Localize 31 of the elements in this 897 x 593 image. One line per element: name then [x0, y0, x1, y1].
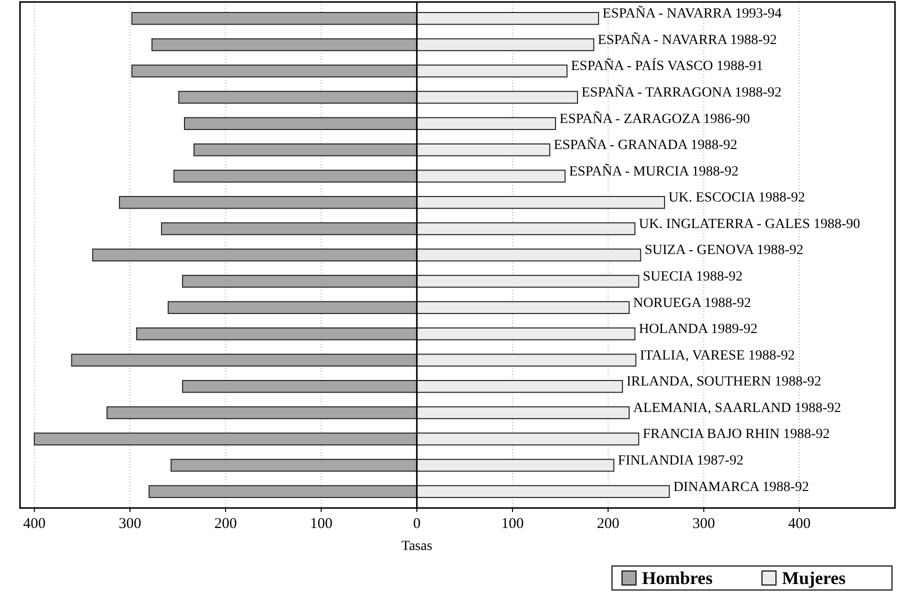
y-tick-label: NORUEGA 1988-92 [633, 296, 751, 311]
x-tick-label: 100 [310, 516, 332, 532]
legend-label: Mujeres [782, 568, 846, 588]
y-tick-label: UK. ESCOCIA 1988-92 [668, 190, 806, 206]
y-tick-label: ITALIA, VARESE 1988-92 [640, 348, 795, 364]
y-tick-label: ESPAÑA - MURCIA 1988-92 [569, 163, 739, 180]
y-tick-label: SUIZA - GENOVA 1988-92 [644, 243, 804, 258]
x-tick-label: 300 [692, 516, 715, 532]
y-tick-label: SUECIA 1988-92 [642, 270, 743, 285]
x-tick-label: 0 [413, 516, 421, 532]
x-tick-label: 100 [501, 516, 524, 532]
x-tick-label: 400 [788, 516, 811, 532]
x-tick-label: 300 [118, 516, 142, 532]
x-tick-label: 400 [23, 516, 46, 532]
y-tick-label: ESPAÑA - NAVARRA 1993-94 [602, 6, 782, 22]
y-tick-label: IRLANDA, SOUTHERN 1988-92 [626, 374, 822, 390]
y-tick-label: ALEMANIA, SAARLAND 1988-92 [633, 400, 842, 416]
y-tick-label: ESPAÑA - NAVARRA 1988-92 [598, 32, 777, 48]
legend-label: Hombres [642, 568, 713, 588]
y-tick-label: DINAMARCA 1988-92 [673, 480, 810, 495]
y-tick-label: ESPAÑA - GRANADA 1988-92 [554, 137, 738, 154]
y-tick-label: ESPAÑA - ZARAGOZA 1986-90 [560, 110, 750, 127]
x-tick-label: 200 [596, 516, 620, 532]
y-tick-label: ESPAÑA - TARRAGONA 1988-92 [582, 84, 782, 101]
x-tick-label: 200 [214, 516, 237, 532]
y-tick-label: UK. INGLATERRA - GALES 1988-90 [638, 216, 860, 232]
y-tick-label: FRANCIA BAJO RHIN 1988-92 [642, 427, 830, 442]
y-tick-label: HOLANDA 1989-92 [638, 322, 758, 338]
y-tick-label: FINLANDIA 1987-92 [618, 454, 744, 469]
y-tick-label: ESPAÑA - PAÍS VASCO 1988-91 [570, 57, 764, 74]
x-axis-title: Tasas [401, 539, 432, 554]
